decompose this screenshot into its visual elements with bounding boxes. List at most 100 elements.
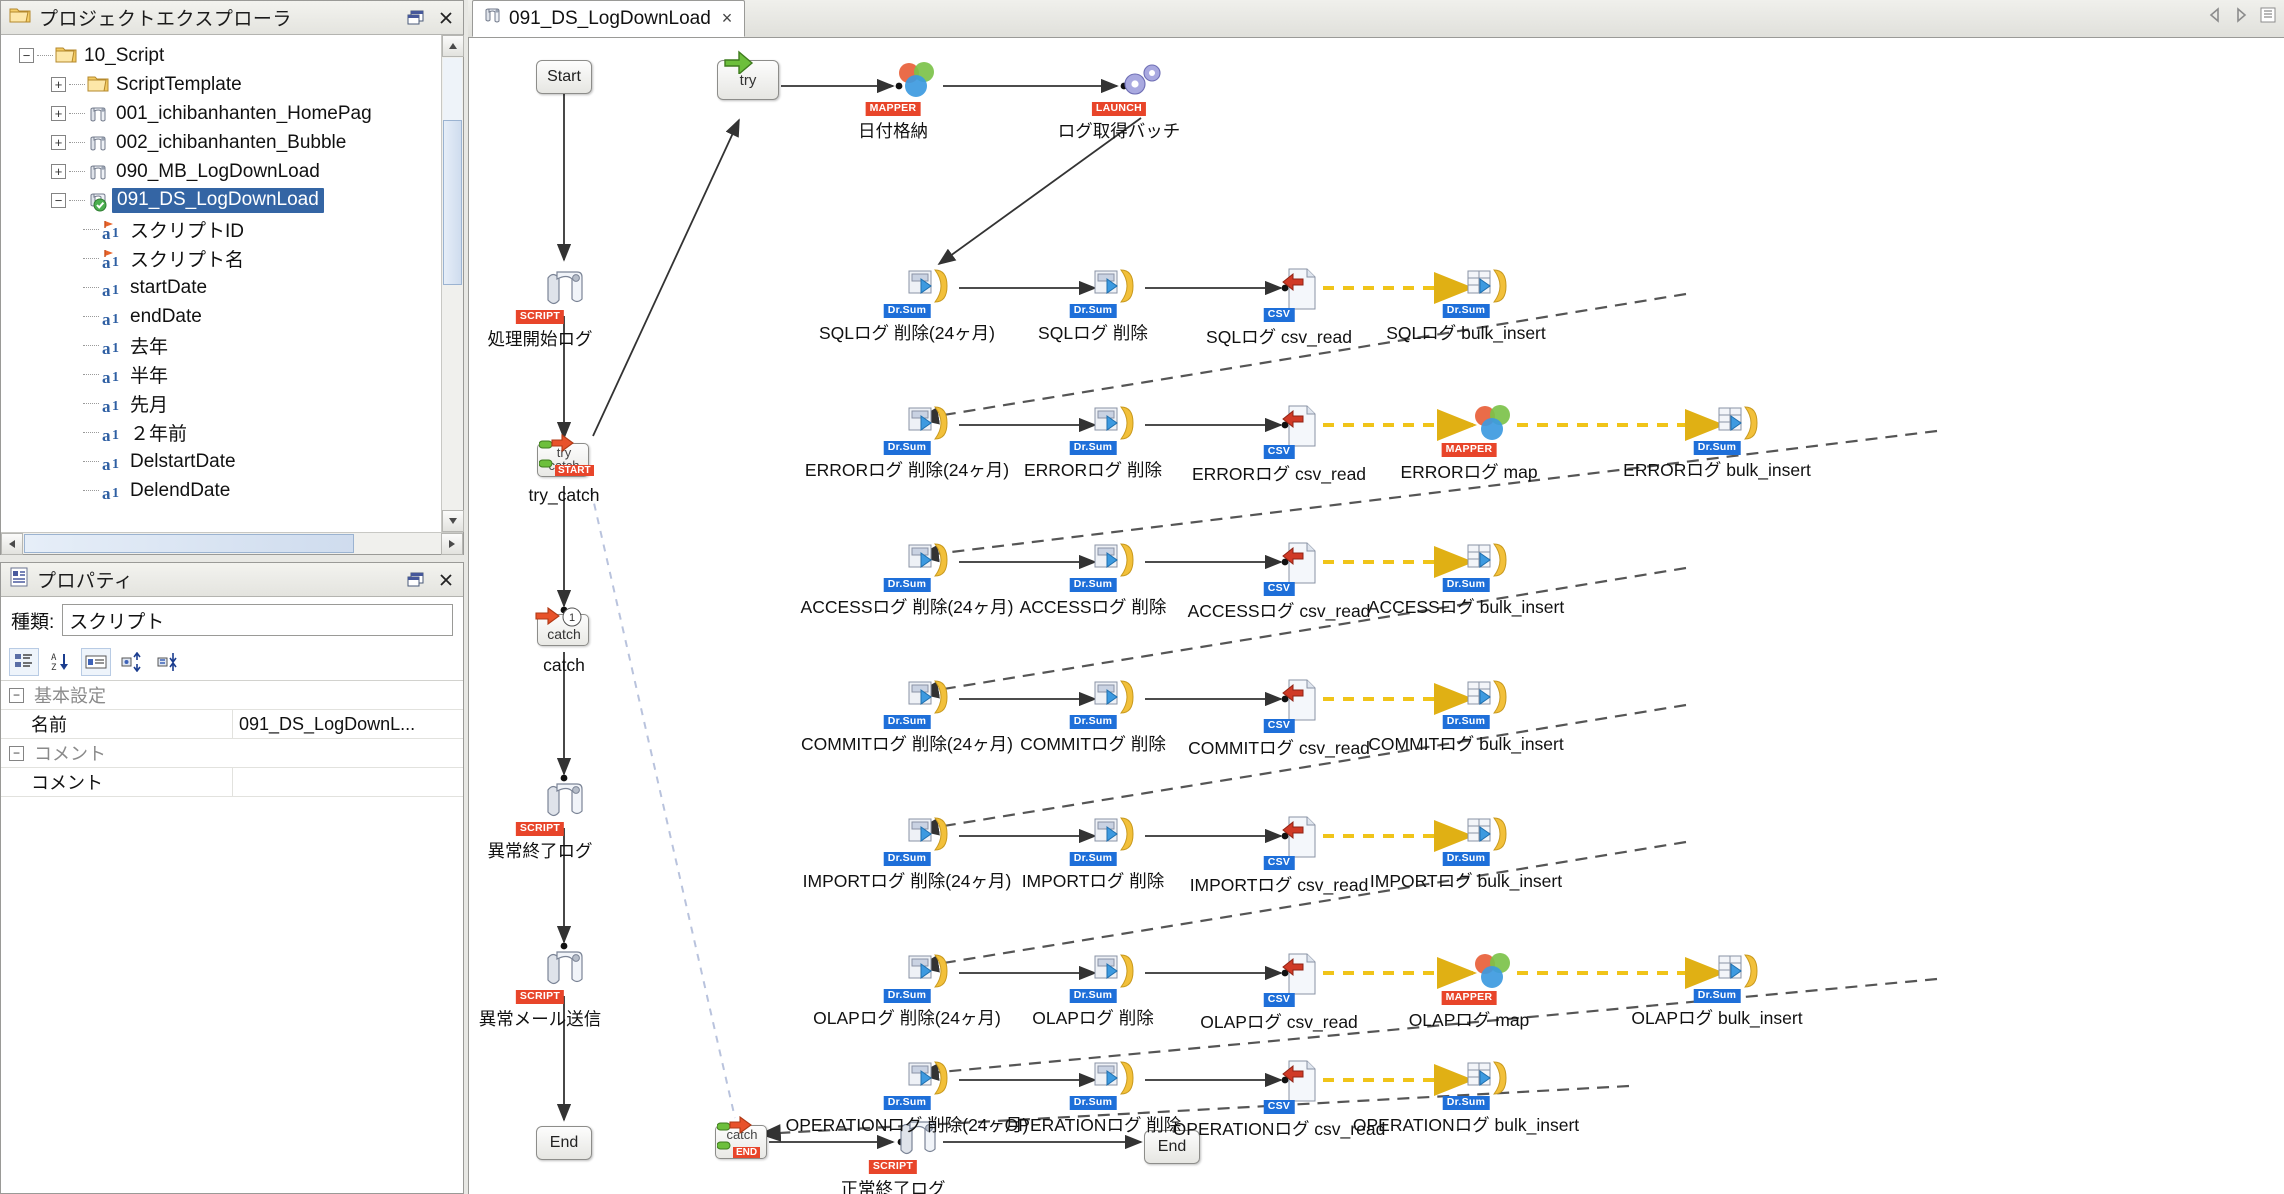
property-value[interactable]: 091_DS_LogDownL...	[239, 713, 416, 734]
flow-canvas[interactable]: Start try MAPPER 日付格納 LAUNCH ログ取得バッチ SCRIPT 処理開…	[468, 38, 2284, 1194]
csv-node-icon[interactable]	[1279, 540, 1321, 586]
tree-expander-plus[interactable]: +	[51, 135, 66, 150]
csv-node-icon[interactable]	[1279, 814, 1321, 860]
tab-091-ds-logdownload[interactable]: 091_DS_LogDownLoad ×	[472, 0, 746, 37]
tree-item[interactable]: + ScriptTemplate	[1, 70, 463, 99]
terminal-node-box[interactable]: Start	[536, 60, 592, 94]
catch-end-node[interactable]: catch END	[713, 1115, 771, 1164]
tree-item[interactable]: a 1 先月	[1, 389, 463, 418]
tree-item[interactable]: − 091_DS_LogDownLoad	[1, 186, 463, 215]
script-node-icon[interactable]	[540, 946, 588, 990]
drsum-node-icon[interactable]	[1093, 677, 1145, 719]
trycatch-node[interactable]: trycatchSTARTtry_catch	[529, 433, 600, 505]
tree-item[interactable]: +002_ichibanhanten_Bubble	[1, 128, 463, 157]
tree-item[interactable]: a 1 スクリプト名	[1, 244, 463, 273]
script-node-icon[interactable]	[540, 778, 588, 822]
close-icon[interactable]	[435, 7, 457, 29]
restore-icon[interactable]	[405, 569, 427, 591]
drsum-node-icon[interactable]	[907, 540, 959, 582]
tree-item[interactable]: − 10_Script	[1, 41, 463, 70]
drsum-node-icon[interactable]	[1093, 951, 1145, 993]
type-value-field[interactable]	[62, 604, 453, 636]
terminal-node-box[interactable]: End	[536, 1126, 592, 1160]
drsum-bulk-node-icon[interactable]	[1717, 951, 1769, 993]
group-collapse-icon[interactable]: −	[9, 745, 24, 761]
hscroll-thumb[interactable]	[24, 534, 354, 553]
terminal-node-box[interactable]: End	[1144, 1130, 1200, 1164]
drsum-bulk-node-icon[interactable]	[1466, 266, 1518, 308]
script-node-icon[interactable]	[893, 1116, 941, 1160]
tree-item[interactable]: a 1 去年	[1, 331, 463, 360]
tree-item[interactable]: a 1 ２年前	[1, 418, 463, 447]
csv-node-icon[interactable]	[1279, 951, 1321, 997]
mapper-node-icon[interactable]	[1469, 403, 1515, 445]
scroll-down-arrow[interactable]	[442, 510, 464, 532]
end-node-1[interactable]: End	[536, 1126, 592, 1160]
tree-item[interactable]: a 1 DelendDate	[1, 476, 463, 505]
drsum-bulk-node-icon[interactable]	[1466, 677, 1518, 719]
drsum-node-icon[interactable]	[1093, 814, 1145, 856]
csv-node-icon[interactable]	[1279, 1058, 1321, 1104]
scroll-thumb[interactable]	[443, 120, 462, 285]
drsum-node-icon[interactable]	[907, 1058, 959, 1100]
property-page-icon[interactable]	[81, 647, 111, 676]
drsum-bulk-node-icon[interactable]	[1466, 1058, 1518, 1100]
drsum-node-icon[interactable]	[907, 677, 959, 719]
group-collapse-icon[interactable]: −	[9, 687, 24, 703]
drsum-bulk-node-icon[interactable]	[1466, 814, 1518, 856]
list-icon[interactable]	[2260, 7, 2276, 28]
restore-icon[interactable]	[405, 7, 427, 29]
tree-expander-minus[interactable]: −	[19, 48, 34, 63]
drsum-node-icon[interactable]	[907, 403, 959, 445]
catch-node[interactable]: catch 1 catch	[535, 606, 593, 675]
mapper-node-icon[interactable]	[1469, 951, 1515, 993]
tree-expander-plus[interactable]: +	[51, 77, 66, 92]
csv-node-icon[interactable]	[1279, 677, 1321, 723]
drsum-node-icon[interactable]	[1093, 266, 1145, 308]
property-row[interactable]: 名前 091_DS_LogDownL...	[1, 710, 463, 738]
project-tree[interactable]: − 10_Script + ScriptTemplate +001_ichibanhan…	[1, 35, 463, 532]
property-value[interactable]	[233, 768, 463, 796]
tree-item[interactable]: a 1 endDate	[1, 302, 463, 331]
drsum-node-icon[interactable]	[1093, 1058, 1145, 1100]
close-icon[interactable]	[435, 569, 457, 591]
properties-grid[interactable]: − 基本設定 名前 091_DS_LogDownL... − コメント コメント	[1, 681, 463, 1193]
start-node[interactable]: Start	[536, 60, 592, 94]
tree-item[interactable]: a 1 半年	[1, 360, 463, 389]
explorer-horizontal-scrollbar[interactable]	[1, 532, 463, 555]
chevron-right-icon[interactable]	[2234, 7, 2248, 28]
csv-node-icon[interactable]	[1279, 403, 1321, 449]
collapse-rows-icon[interactable]	[153, 648, 183, 676]
drsum-node-icon[interactable]	[907, 266, 959, 308]
launch-node-icon[interactable]	[1119, 60, 1167, 102]
drsum-node-icon[interactable]	[907, 814, 959, 856]
categorize-icon[interactable]	[9, 647, 39, 676]
property-group-header[interactable]: − コメント	[1, 739, 463, 767]
drsum-bulk-node-icon[interactable]	[1466, 540, 1518, 582]
tree-item[interactable]: +090_MB_LogDownLoad	[1, 157, 463, 186]
tree-expander-minus[interactable]: −	[51, 193, 66, 208]
scroll-up-arrow[interactable]	[442, 35, 464, 57]
csv-node-icon[interactable]	[1279, 266, 1321, 312]
property-group-header[interactable]: − 基本設定	[1, 681, 463, 709]
mapper-node-icon[interactable]	[893, 60, 939, 102]
tree-item[interactable]: +001_ichibanhanten_HomePag	[1, 99, 463, 128]
tree-item[interactable]: a 1 スクリプトID	[1, 215, 463, 244]
scroll-right-arrow[interactable]	[441, 533, 463, 555]
drsum-bulk-node-icon[interactable]	[1717, 403, 1769, 445]
drsum-node-icon[interactable]	[1093, 540, 1145, 582]
tab-close-icon[interactable]: ×	[721, 8, 733, 28]
drsum-node-icon[interactable]	[1093, 403, 1145, 445]
explorer-vertical-scrollbar[interactable]	[441, 35, 464, 532]
script-node-icon[interactable]	[540, 266, 588, 310]
try-node[interactable]: try	[717, 50, 779, 100]
tree-expander-plus[interactable]: +	[51, 164, 66, 179]
chevron-left-icon[interactable]	[2208, 7, 2222, 28]
drsum-node-icon[interactable]	[907, 951, 959, 993]
expand-rows-icon[interactable]	[117, 648, 147, 676]
tree-item[interactable]: a 1 DelstartDate	[1, 447, 463, 476]
property-row[interactable]: コメント	[1, 768, 463, 796]
end-node-2[interactable]: End	[1144, 1130, 1200, 1164]
tree-expander-plus[interactable]: +	[51, 106, 66, 121]
